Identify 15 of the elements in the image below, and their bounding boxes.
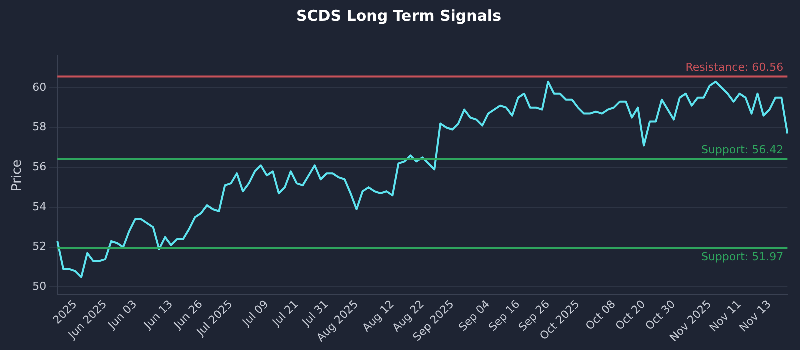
ref-line-label: Support: 56.42 [701,144,784,157]
x-tick-label: Jul 09 [240,298,272,330]
ref-line-label: Resistance: 60.56 [686,61,784,74]
y-tick-label: 58 [32,120,47,134]
x-tick-label: Jul 21 [269,298,302,330]
y-tick-label: 56 [32,160,47,174]
y-tick-label: 52 [32,240,47,254]
y-axis-title: Price [10,160,26,192]
x-tick-label: Jun 13 [141,298,176,332]
y-tick-label: 50 [32,280,47,294]
ref-line-label: Support: 51.97 [701,250,784,264]
y-tick-label: 60 [32,80,47,94]
x-tick-label: Jun 03 [105,298,140,332]
chart-title: SCDS Long Term Signals [296,6,502,25]
y-tick-label: 54 [32,200,47,214]
